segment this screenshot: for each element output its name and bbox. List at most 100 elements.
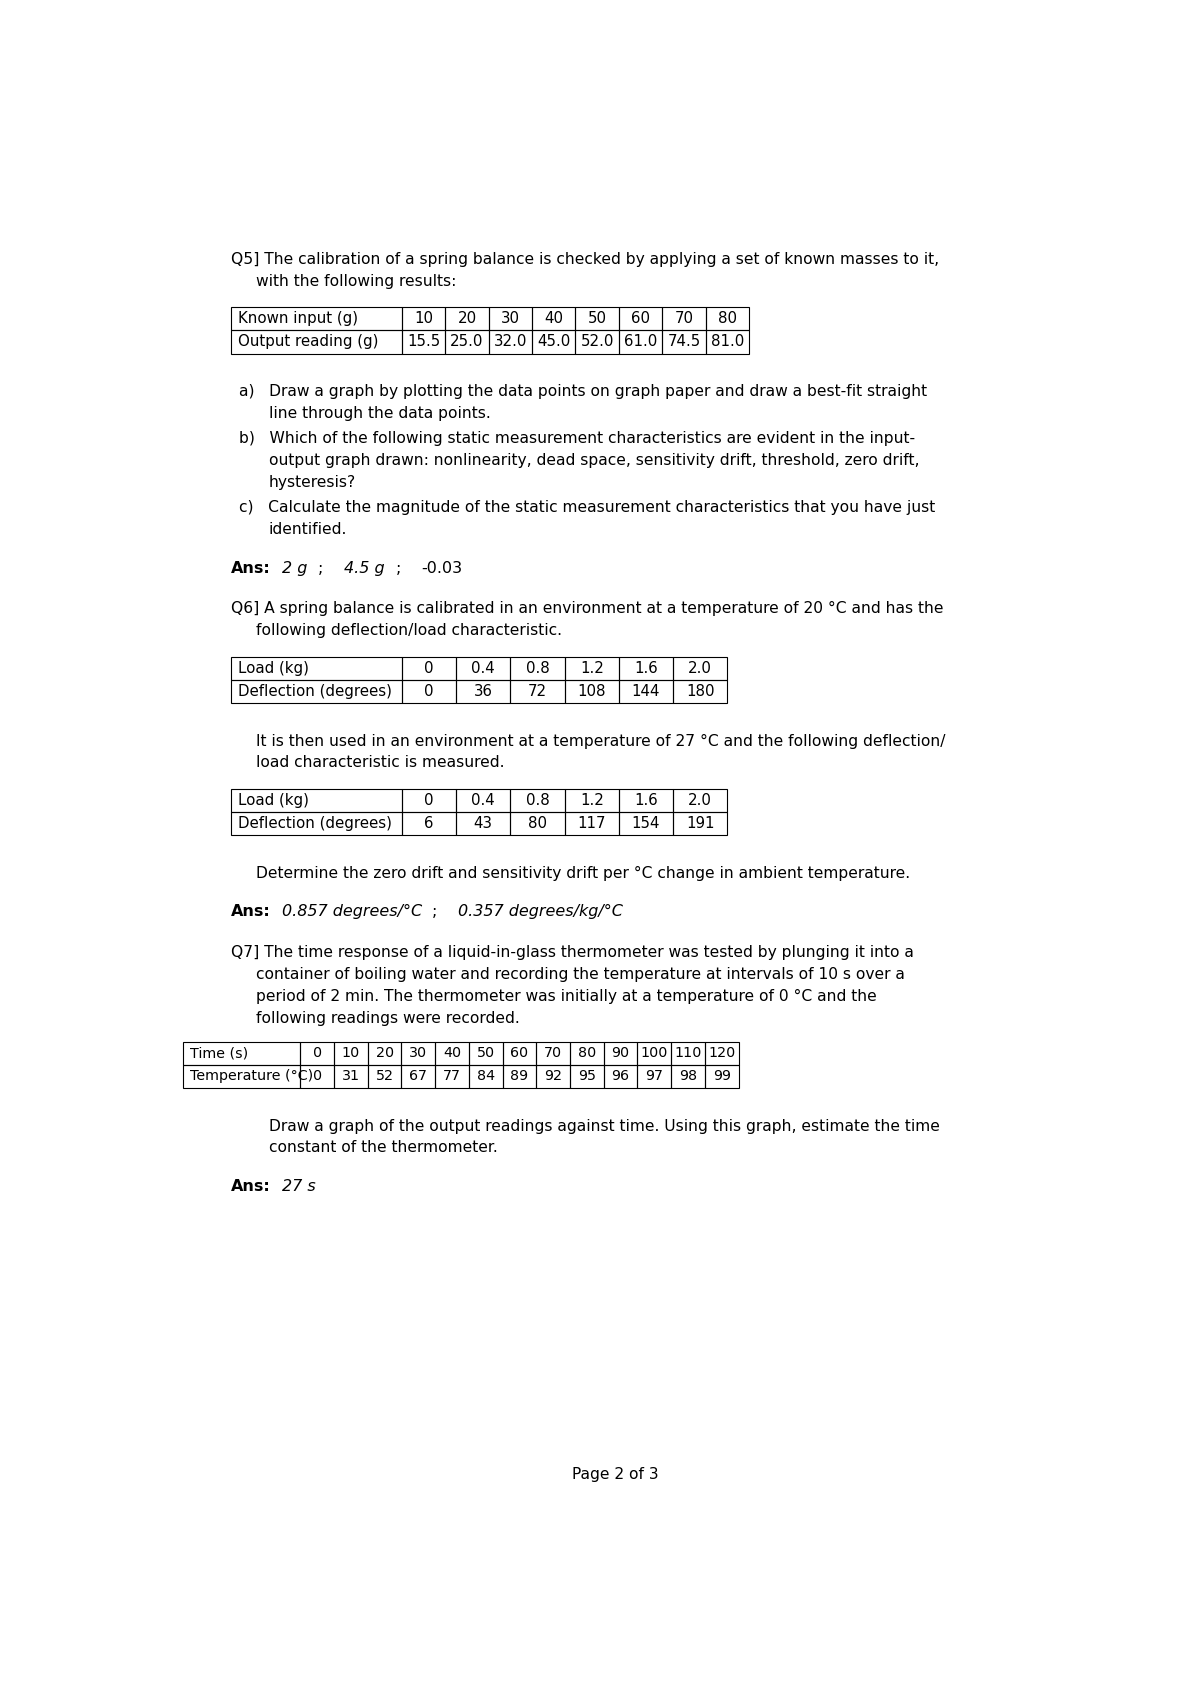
Bar [673, 812, 727, 835]
Text: 81.0: 81.0 [710, 335, 744, 350]
Bar [619, 679, 673, 703]
Text: 1.2: 1.2 [580, 793, 604, 808]
Text: Determine the zero drift and sensitivity drift per °C change in ambient temperat: Determine the zero drift and sensitivity… [256, 866, 911, 881]
Bar [565, 812, 619, 835]
Bar [488, 331, 532, 353]
Text: 52: 52 [376, 1070, 394, 1083]
Text: 144: 144 [631, 684, 660, 698]
Text: 0: 0 [425, 793, 433, 808]
Bar [510, 788, 565, 812]
Bar [662, 331, 706, 353]
Text: 100: 100 [641, 1046, 668, 1060]
Bar [300, 1041, 334, 1065]
Text: -0.03: -0.03 [421, 560, 462, 576]
Text: Ans:: Ans: [232, 1178, 271, 1194]
Text: 108: 108 [577, 684, 606, 698]
Text: 40: 40 [443, 1046, 461, 1060]
Bar [503, 1041, 536, 1065]
Bar [604, 1041, 637, 1065]
Bar [673, 657, 727, 679]
Bar [576, 331, 619, 353]
Text: Temperature (°C): Temperature (°C) [190, 1070, 313, 1083]
Bar [619, 812, 673, 835]
Text: 27 s: 27 s [282, 1178, 316, 1194]
Text: 0: 0 [425, 661, 433, 676]
Text: 30: 30 [500, 311, 520, 326]
Text: 40: 40 [545, 311, 563, 326]
Text: Load (kg): Load (kg) [239, 793, 310, 808]
Text: 110: 110 [674, 1046, 702, 1060]
Text: 92: 92 [544, 1070, 562, 1083]
Text: 15.5: 15.5 [407, 335, 440, 350]
Bar [402, 812, 456, 835]
Bar [637, 1065, 671, 1088]
Text: 96: 96 [612, 1070, 630, 1083]
Text: 191: 191 [686, 815, 714, 830]
Bar [334, 1065, 367, 1088]
Text: Known input (g): Known input (g) [239, 311, 359, 326]
Bar [402, 679, 456, 703]
Text: 43: 43 [474, 815, 493, 830]
Text: following deflection/load characteristic.: following deflection/load characteristic… [256, 623, 562, 638]
Bar [402, 657, 456, 679]
Text: Deflection (degrees): Deflection (degrees) [239, 684, 392, 698]
Text: Time (s): Time (s) [190, 1046, 247, 1060]
Text: 0.4: 0.4 [472, 793, 496, 808]
Bar [671, 1065, 704, 1088]
Text: output graph drawn: nonlinearity, dead space, sensitivity drift, threshold, zero: output graph drawn: nonlinearity, dead s… [269, 453, 919, 469]
Text: 97: 97 [646, 1070, 664, 1083]
Text: 67: 67 [409, 1070, 427, 1083]
Text: Ans:: Ans: [232, 560, 271, 576]
Text: 2.0: 2.0 [689, 793, 712, 808]
Bar [456, 788, 510, 812]
Text: Page 2 of 3: Page 2 of 3 [571, 1467, 659, 1482]
Text: Q6] A spring balance is calibrated in an environment at a temperature of 20 °C a: Q6] A spring balance is calibrated in an… [232, 601, 944, 616]
Bar [532, 331, 576, 353]
Text: 70: 70 [674, 311, 694, 326]
Text: Q7] The time response of a liquid-in-glass thermometer was tested by plunging it: Q7] The time response of a liquid-in-gla… [232, 944, 914, 959]
Text: c)   Calculate the magnitude of the static measurement characteristics that you : c) Calculate the magnitude of the static… [239, 501, 935, 514]
Bar [503, 1065, 536, 1088]
Bar [671, 1041, 704, 1065]
Bar [456, 679, 510, 703]
Text: 99: 99 [713, 1070, 731, 1083]
Text: hysteresis?: hysteresis? [269, 475, 356, 491]
Bar [334, 1041, 367, 1065]
Text: following readings were recorded.: following readings were recorded. [256, 1010, 520, 1026]
Text: 10: 10 [342, 1046, 360, 1060]
Text: 180: 180 [686, 684, 714, 698]
Text: 84: 84 [476, 1070, 494, 1083]
Text: 30: 30 [409, 1046, 427, 1060]
Text: load characteristic is measured.: load characteristic is measured. [256, 756, 505, 771]
Text: 20: 20 [457, 311, 476, 326]
Bar [673, 679, 727, 703]
Bar [300, 1065, 334, 1088]
Text: identified.: identified. [269, 523, 347, 537]
Bar [704, 1041, 739, 1065]
Bar [619, 788, 673, 812]
Bar [604, 1065, 637, 1088]
Bar [637, 1041, 671, 1065]
Text: 154: 154 [631, 815, 660, 830]
Text: 89: 89 [510, 1070, 528, 1083]
Bar [576, 307, 619, 331]
Text: constant of the thermometer.: constant of the thermometer. [269, 1141, 497, 1155]
Bar [619, 307, 662, 331]
Bar [469, 1041, 503, 1065]
Bar [232, 331, 402, 353]
Bar [704, 1065, 739, 1088]
Text: 77: 77 [443, 1070, 461, 1083]
Text: Q5] The calibration of a spring balance is checked by applying a set of known ma: Q5] The calibration of a spring balance … [232, 253, 940, 267]
Text: b)   Which of the following static measurement characteristics are evident in th: b) Which of the following static measure… [239, 431, 916, 447]
Bar [706, 307, 749, 331]
Bar [565, 788, 619, 812]
Text: 0.8: 0.8 [526, 793, 550, 808]
Text: period of 2 min. The thermometer was initially at a temperature of 0 °C and the: period of 2 min. The thermometer was ini… [256, 988, 877, 1004]
Bar [436, 1065, 469, 1088]
Text: 20: 20 [376, 1046, 394, 1060]
Bar [402, 307, 445, 331]
Text: 98: 98 [679, 1070, 697, 1083]
Bar [182, 1041, 300, 1065]
Text: Load (kg): Load (kg) [239, 661, 310, 676]
Bar [232, 657, 402, 679]
